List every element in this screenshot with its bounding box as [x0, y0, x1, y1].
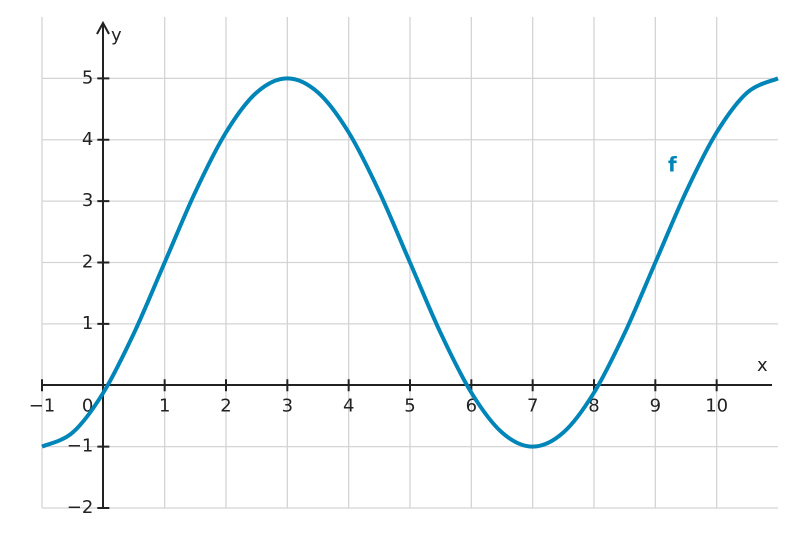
y-tick-label: 5 — [82, 67, 93, 88]
x-tick-label: 4 — [343, 395, 354, 416]
x-tick-label: 5 — [404, 395, 415, 416]
y-tick-label: 4 — [82, 129, 93, 150]
y-tick-label: −1 — [67, 436, 94, 457]
x-tick-label: 2 — [220, 395, 231, 416]
x-axis-label: x — [757, 355, 768, 376]
x-tick-label: 10 — [705, 395, 728, 416]
x-tick-label: 9 — [650, 395, 661, 416]
x-tick-label: 8 — [588, 395, 599, 416]
x-tick-label: 0 — [82, 395, 93, 416]
y-arrow — [96, 20, 110, 35]
y-tick-label: −2 — [67, 497, 94, 518]
x-tick-label: 6 — [466, 395, 477, 416]
y-axis-label: y — [111, 25, 122, 46]
x-tick-label: 3 — [282, 395, 293, 416]
x-tick-label: 7 — [527, 395, 538, 416]
y-tick-label: 3 — [82, 190, 93, 211]
y-tick-label: 2 — [82, 252, 93, 273]
curve-label: f — [668, 153, 677, 177]
x-tick-label: 1 — [159, 395, 170, 416]
x-tick-label: −1 — [29, 395, 56, 416]
y-tick-label: 1 — [82, 313, 93, 334]
curve — [41, 76, 779, 449]
